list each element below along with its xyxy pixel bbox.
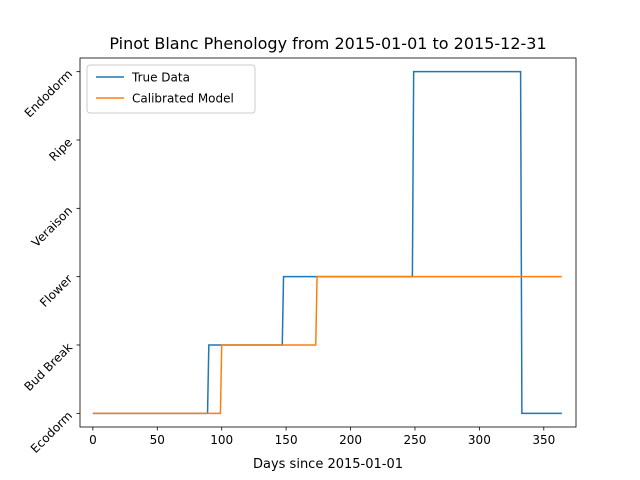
chart-title: Pinot Blanc Phenology from 2015-01-01 to… [109, 34, 546, 53]
y-tick-label: Veraison [29, 204, 75, 250]
y-tick-label: Flower [37, 272, 75, 310]
y-tick-label: Ripe [46, 135, 75, 164]
legend-label-0: True Data [131, 71, 190, 85]
legend: True Data Calibrated Model [86, 64, 256, 114]
legend-box [86, 64, 256, 114]
plot-frame [79, 57, 577, 428]
legend-label-1: Calibrated Model [132, 92, 234, 106]
x-tick-label: 350 [532, 433, 555, 447]
x-tick-label: 200 [339, 433, 362, 447]
y-tick-label: Endodorm [22, 67, 75, 120]
y-tick-label: Ecodorm [28, 409, 75, 456]
series-line-0 [92, 70, 562, 415]
x-tick-label: 150 [275, 433, 298, 447]
x-tick-label: 100 [210, 433, 233, 447]
x-tick-label: 50 [150, 433, 165, 447]
x-tick-label: 250 [404, 433, 427, 447]
x-tick-label: 300 [468, 433, 491, 447]
y-tick-label: Bud Break [21, 340, 75, 394]
x-axis-label: Days since 2015-01-01 [253, 457, 403, 472]
series-line-1 [92, 275, 562, 415]
x-tick-label: 0 [89, 433, 97, 447]
